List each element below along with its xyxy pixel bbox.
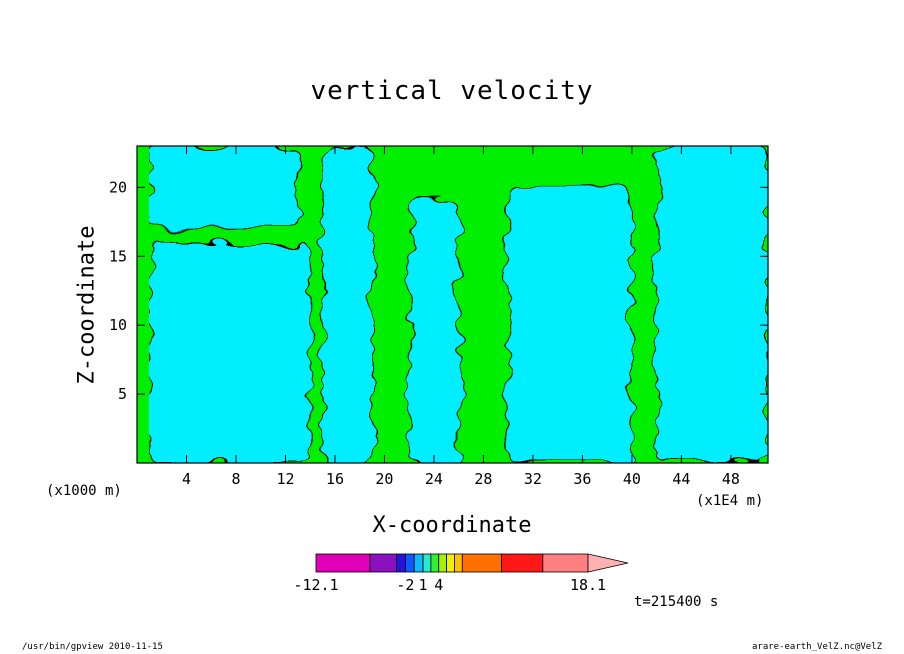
footer-right: arare-earth_VelZ.nc@VelZ [752, 642, 883, 652]
time-label: t=215400 s [634, 594, 719, 610]
y-axis-label: Z-coordinate [74, 225, 100, 385]
colorbar-segment [430, 553, 440, 573]
colorbar-extend-arrow [587, 553, 629, 573]
colorbar-segment [542, 553, 589, 573]
x-tick-label: 36 [573, 470, 591, 488]
x-tick-label: 44 [672, 470, 690, 488]
x-tick-label: 40 [623, 470, 641, 488]
x-axis-unit: (x1E4 m) [696, 493, 764, 509]
colorbar-label: -12.1 [293, 576, 338, 594]
colorbar: -12.1 -2 1 4 18.1 [293, 553, 629, 594]
x-axis-label: X-coordinate [372, 513, 532, 538]
y-tick-label: 15 [109, 247, 127, 265]
x-tick-label: 16 [326, 470, 344, 488]
colorbar-label: 1 [419, 576, 428, 594]
colorbar-segment [501, 553, 544, 573]
y-tick-label: 5 [118, 385, 127, 403]
colorbar-segment [315, 553, 371, 573]
colorbar-segment [413, 553, 424, 573]
colorbar-segment [396, 553, 406, 573]
region-right [656, 146, 768, 463]
region-center-left [322, 146, 373, 463]
region-center-right [507, 186, 633, 463]
negative-velocity-regions [148, 146, 768, 463]
region-lower-left [148, 241, 311, 463]
colorbar-label: 18.1 [570, 576, 606, 594]
colorbar-segment [446, 553, 455, 573]
y-tick-label: 10 [109, 316, 127, 334]
colorbar-segment [422, 553, 432, 573]
y-axis-unit: (x1000 m) [46, 483, 122, 499]
y-tick-label: 20 [109, 178, 127, 196]
footer-left: /usr/bin/gpview 2010-11-15 [22, 642, 163, 652]
x-tick-label: 48 [722, 470, 740, 488]
x-tick-label: 4 [182, 470, 191, 488]
colorbar-label: -2 [396, 576, 414, 594]
plot-frame [136, 145, 769, 464]
colorbar-segment [438, 553, 447, 573]
colorbar-segment [454, 553, 463, 573]
x-tick-label: 20 [375, 470, 393, 488]
x-tick-label: 12 [276, 470, 294, 488]
colorbar-segment [461, 553, 502, 573]
colorbar-label: 4 [434, 576, 443, 594]
colorbar-segment [404, 553, 415, 573]
region-upper-left [148, 146, 299, 230]
x-tick-label: 8 [231, 470, 240, 488]
colorbar-segment [369, 553, 397, 573]
region-center [408, 200, 460, 463]
x-tick-label: 24 [425, 470, 443, 488]
chart-title: vertical velocity [310, 76, 594, 106]
plot-area [137, 146, 768, 463]
x-tick-label: 28 [474, 470, 492, 488]
x-tick-label: 32 [524, 470, 542, 488]
